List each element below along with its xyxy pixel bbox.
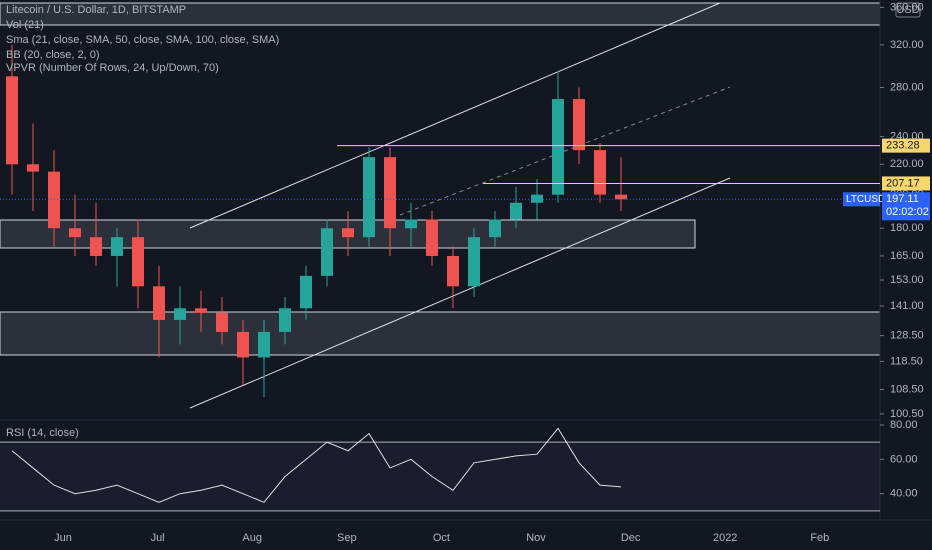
candle-body [468, 237, 480, 287]
candle-body [195, 308, 207, 313]
y-tick-label: 153.00 [890, 274, 924, 286]
y-tick-label: 100.50 [890, 408, 924, 420]
candle-body [132, 237, 144, 287]
candle-body [615, 194, 627, 200]
indicator: Sma (21, close, SMA, 50, close, SMA, 100… [6, 34, 279, 46]
candle-body [279, 308, 291, 332]
countdown: 02:02:02 [886, 206, 929, 218]
channel-mid [399, 86, 731, 216]
y-tick-label: 320.00 [890, 39, 924, 51]
y-tick-label: 141.00 [890, 300, 924, 312]
candle-body [426, 219, 438, 256]
candle-body [111, 237, 123, 256]
candle-body [48, 171, 60, 229]
indicator: Vol (21) [6, 19, 44, 31]
x-tick-label: Jul [151, 532, 165, 544]
x-tick-label: Feb [810, 532, 829, 544]
candle-body [216, 312, 228, 332]
candle-body [6, 76, 18, 165]
level-badge [882, 176, 930, 191]
candle-body [510, 202, 522, 220]
y-tick-label: 180.00 [890, 222, 924, 234]
candle-body [573, 99, 585, 151]
x-tick-label: 2022 [713, 532, 737, 544]
indicator: VPVR (Number Of Rows, 24, Up/Down, 70) [6, 62, 219, 74]
ticker-badge [843, 192, 880, 207]
candle-body [321, 228, 333, 276]
y-tick-label: 80.00 [890, 419, 918, 431]
y-tick-label: 360.00 [890, 1, 924, 13]
x-tick-label: Jun [54, 532, 72, 544]
candle-body [300, 275, 312, 309]
x-tick-label: Oct [433, 532, 450, 544]
candle-body [363, 157, 375, 238]
zone [0, 311, 881, 356]
currency[interactable]: USD [896, 4, 919, 16]
symbol-title: Litecoin / U.S. Dollar, 1D, BITSTAMP [6, 4, 186, 16]
y-tick-label: 60.00 [890, 453, 918, 465]
rsi-line [11, 427, 622, 503]
channel-line [189, 2, 721, 229]
ticker: LTCUSD [846, 194, 885, 205]
indicator: BB (20, close, 2, 0) [6, 49, 100, 61]
level-badge [882, 138, 930, 153]
y-tick-label: 108.50 [890, 383, 924, 395]
price-badge [882, 192, 930, 221]
candle-body [69, 228, 81, 238]
candle-body [258, 331, 270, 358]
x-tick-label: Sep [337, 532, 357, 544]
candle-body [489, 219, 501, 238]
candle-body [342, 228, 354, 238]
candle-body [153, 286, 165, 320]
candle-body [405, 219, 417, 229]
candle-body [237, 331, 249, 358]
candle-body [90, 237, 102, 256]
level-label: 207.17 [886, 177, 920, 189]
candle-body [552, 99, 564, 195]
y-tick-label: 280.00 [890, 81, 924, 93]
y-tick-label: 128.50 [890, 330, 924, 342]
y-tick-label: 165.00 [890, 250, 924, 262]
last-price: 197.11 [886, 193, 919, 205]
rsi-band-fill [0, 442, 880, 511]
marks [0, 6, 884, 512]
candle-body [447, 255, 459, 287]
x-tick-label: Aug [242, 532, 262, 544]
candle-body [384, 157, 396, 229]
y-tick-label: 40.00 [890, 488, 918, 500]
rsi-title: RSI (14, close) [6, 427, 79, 439]
y-tick-label: 220.00 [890, 158, 924, 170]
candle-body [27, 164, 39, 172]
candle-body [174, 308, 186, 320]
x-tick-label: Dec [621, 532, 641, 544]
y-tick-label: 118.50 [890, 355, 923, 367]
candle-body [531, 194, 543, 203]
x-tick-label: Nov [526, 532, 546, 544]
currency-badge[interactable] [895, 2, 921, 18]
channel-line [189, 177, 731, 409]
level-label: 233.28 [886, 140, 920, 152]
candle-body [594, 150, 606, 195]
